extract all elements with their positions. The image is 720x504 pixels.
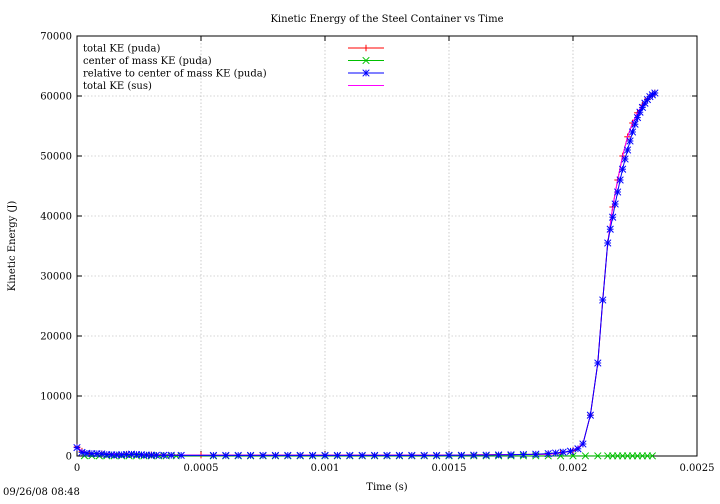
data-point bbox=[616, 176, 624, 184]
y-axis-title: Kinetic Energy (J) bbox=[7, 201, 18, 292]
data-point bbox=[321, 451, 329, 460]
data-point bbox=[284, 451, 292, 460]
data-point bbox=[648, 452, 657, 460]
legend-marker bbox=[362, 69, 370, 77]
data-point bbox=[594, 452, 602, 460]
y-tick-label: 20000 bbox=[40, 332, 72, 343]
data-point bbox=[618, 165, 627, 173]
y-tick-label: 10000 bbox=[40, 392, 72, 403]
timestamp: 09/26/08 08:48 bbox=[3, 487, 80, 498]
y-tick-label: 50000 bbox=[40, 152, 72, 163]
legend-marker bbox=[362, 44, 370, 52]
data-point bbox=[432, 451, 441, 460]
data-point bbox=[594, 359, 602, 367]
series-0 bbox=[73, 89, 659, 459]
legend-marker bbox=[362, 56, 370, 65]
x-tick-label: 0.0025 bbox=[680, 463, 715, 474]
data-point bbox=[621, 155, 629, 163]
series-3 bbox=[76, 92, 656, 456]
data-point bbox=[609, 213, 617, 221]
y-tick-label: 0 bbox=[66, 452, 72, 463]
series-line bbox=[76, 92, 656, 456]
data-point bbox=[246, 451, 255, 460]
data-point bbox=[259, 451, 267, 460]
x-tick-label: 0.002 bbox=[559, 463, 588, 474]
y-tick-label: 30000 bbox=[40, 272, 72, 283]
legend-label: relative to center of mass KE (puda) bbox=[83, 69, 267, 80]
data-point bbox=[494, 451, 503, 459]
data-point bbox=[626, 137, 634, 145]
data-point bbox=[581, 452, 590, 460]
data-point bbox=[333, 451, 342, 460]
data-point bbox=[234, 451, 242, 460]
chart-title: Kinetic Energy of the Steel Container vs… bbox=[270, 14, 503, 25]
data-point bbox=[209, 451, 218, 460]
x-tick-label: 0.001 bbox=[311, 463, 340, 474]
series-line bbox=[76, 92, 656, 456]
data-point bbox=[599, 296, 607, 304]
data-point bbox=[579, 440, 587, 448]
data-point bbox=[408, 451, 416, 460]
data-point bbox=[651, 89, 659, 97]
data-point bbox=[470, 451, 478, 459]
data-point bbox=[623, 146, 632, 154]
grid bbox=[77, 36, 697, 456]
y-tick-label: 70000 bbox=[40, 32, 72, 43]
data-point bbox=[152, 451, 161, 459]
data-point bbox=[559, 448, 567, 456]
legend-label: total KE (sus) bbox=[83, 81, 152, 92]
data-point bbox=[346, 451, 354, 460]
x-tick-label: 0.0005 bbox=[184, 463, 219, 474]
data-point bbox=[631, 120, 639, 128]
data-point bbox=[160, 451, 168, 459]
data-point bbox=[551, 449, 560, 457]
data-point bbox=[457, 451, 466, 459]
axis-ticks: 0 0.0005 0.001 0.0015 0.002 0.0025 0 10000 20000… bbox=[40, 32, 714, 475]
data-point bbox=[532, 450, 540, 458]
data-point bbox=[628, 128, 637, 136]
data-point bbox=[420, 451, 428, 460]
series-2 bbox=[73, 89, 659, 460]
data-point bbox=[544, 449, 552, 458]
data-point bbox=[611, 200, 619, 208]
data-point bbox=[383, 451, 391, 460]
data-point bbox=[370, 451, 379, 460]
data-point bbox=[606, 225, 614, 233]
legend-label: center of mass KE (puda) bbox=[83, 56, 212, 67]
data-point bbox=[308, 451, 317, 460]
data-point bbox=[271, 451, 280, 460]
data-point bbox=[395, 451, 404, 460]
data-point bbox=[507, 451, 515, 459]
legend: total KE (puda)center of mass KE (puda) r… bbox=[83, 44, 384, 92]
data-point bbox=[296, 451, 304, 460]
series-line bbox=[76, 92, 656, 456]
data-point bbox=[482, 451, 490, 459]
data-point bbox=[613, 188, 622, 196]
legend-label: total KE (puda) bbox=[83, 44, 160, 55]
x-tick-label: 0.0015 bbox=[432, 463, 467, 474]
data-point bbox=[177, 451, 185, 460]
data-point bbox=[167, 451, 175, 459]
x-axis-title: Time (s) bbox=[366, 482, 407, 493]
data-point bbox=[566, 447, 575, 455]
x-tick-label: 0 bbox=[74, 463, 80, 474]
y-tick-label: 60000 bbox=[40, 92, 72, 103]
data-point bbox=[445, 451, 453, 459]
data-point bbox=[222, 451, 230, 460]
series-layer bbox=[73, 89, 659, 460]
data-point bbox=[519, 450, 528, 459]
y-tick-label: 40000 bbox=[40, 212, 72, 223]
data-point bbox=[604, 239, 612, 247]
plot-frame bbox=[76, 35, 698, 457]
data-point bbox=[358, 451, 366, 460]
data-point bbox=[586, 411, 595, 419]
